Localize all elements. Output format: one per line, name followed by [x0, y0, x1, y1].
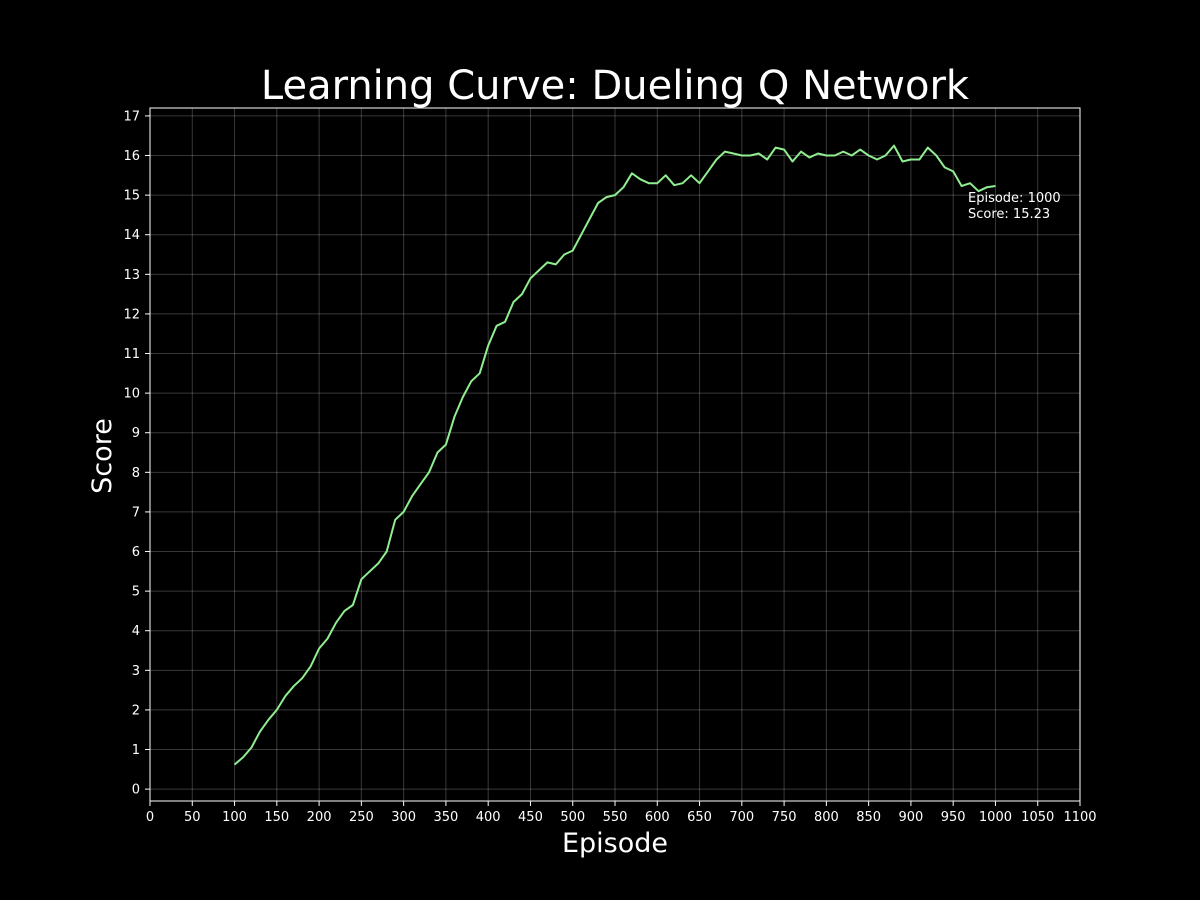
y-tick-label: 14: [123, 228, 140, 243]
x-tick-label: 650: [687, 810, 712, 825]
y-tick-label: 6: [132, 545, 140, 560]
score-series-line: [233, 144, 996, 766]
x-tick-label: 200: [307, 810, 332, 825]
chart-title: Learning Curve: Dueling Q Network: [261, 63, 970, 109]
y-axis-label: Score: [87, 418, 118, 494]
y-tick-label: 16: [123, 149, 140, 164]
y-tick-label: 2: [132, 703, 140, 718]
x-tick-label: 600: [645, 810, 670, 825]
x-tick-label: 400: [476, 810, 501, 825]
x-tick-label: 250: [349, 810, 374, 825]
x-tick-label: 350: [433, 810, 458, 825]
x-tick-label: 0: [146, 810, 154, 825]
x-axis-ticks: 0 50 100 150 200 250 300 350 400 450 500 550 600 650 7…: [146, 801, 1097, 825]
y-tick-label: 3: [132, 664, 140, 679]
x-tick-label: 800: [814, 810, 839, 825]
x-tick-label: 1050: [1021, 810, 1054, 825]
x-tick-label: 850: [856, 810, 881, 825]
y-tick-label: 9: [132, 426, 140, 441]
x-tick-label: 700: [729, 810, 754, 825]
y-tick-label: 7: [132, 505, 140, 520]
y-tick-label: 10: [123, 387, 140, 402]
x-axis-label: Episode: [562, 828, 668, 859]
x-tick-label: 50: [184, 810, 201, 825]
x-tick-label: 750: [772, 810, 797, 825]
y-tick-label: 8: [132, 466, 140, 481]
x-tick-label: 1000: [979, 810, 1012, 825]
y-tick-label: 5: [132, 585, 140, 600]
plot-area: [233, 144, 996, 766]
x-tick-label: 300: [391, 810, 416, 825]
y-tick-label: 11: [123, 347, 140, 362]
y-tick-label: 13: [123, 268, 140, 283]
y-tick-label: 1: [132, 743, 140, 758]
x-tick-label: 1100: [1063, 810, 1096, 825]
y-tick-label: 12: [123, 307, 140, 322]
y-tick-label: 4: [132, 624, 140, 639]
annotation-episode: Episode: 1000: [968, 191, 1061, 206]
y-tick-label: 15: [123, 189, 140, 204]
x-tick-label: 900: [898, 810, 923, 825]
y-tick-label: 0: [132, 783, 140, 798]
x-tick-label: 500: [560, 810, 585, 825]
x-tick-label: 550: [603, 810, 628, 825]
x-tick-label: 100: [222, 810, 247, 825]
x-tick-label: 450: [518, 810, 543, 825]
annotation-score: Score: 15.23: [968, 207, 1050, 222]
x-tick-label: 150: [264, 810, 289, 825]
x-tick-label: 950: [941, 810, 966, 825]
y-tick-label: 17: [123, 109, 140, 124]
